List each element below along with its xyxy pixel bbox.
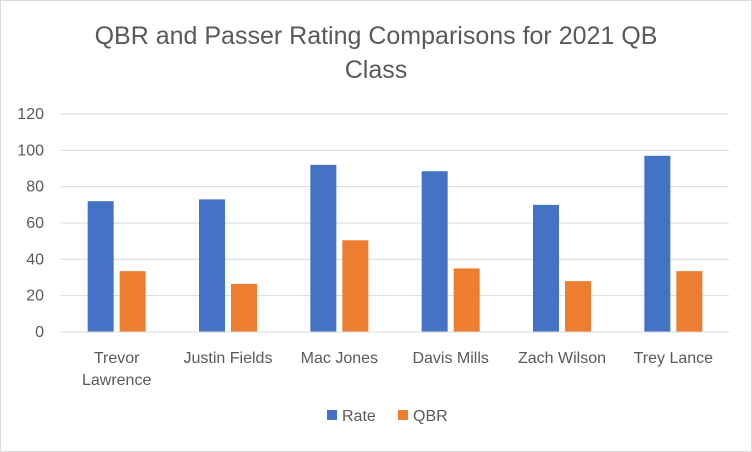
bar-rate [533, 204, 559, 332]
bar-qbr [231, 283, 257, 332]
chart-title: QBR and Passer Rating Comparisons for 20… [94, 22, 658, 84]
y-tick-label: 20 [26, 288, 44, 305]
legend-swatch-rate [327, 410, 337, 420]
legend-swatch-qbr [398, 410, 408, 420]
y-tick-label: 60 [26, 215, 44, 232]
bar-rate [310, 164, 337, 332]
x-tick-label: Zach Wilson [518, 350, 606, 367]
y-axis: 0 20 40 60 80 100 120 [17, 106, 44, 341]
y-tick-label: 40 [26, 251, 44, 268]
bar-qbr [676, 271, 703, 332]
x-tick-label: Justin Fields [184, 350, 273, 367]
bar-qbr [565, 281, 591, 332]
y-tick-label: 100 [17, 142, 44, 159]
bar-qbr [119, 271, 146, 332]
bar-rate [199, 199, 225, 332]
bar-rate [87, 201, 114, 332]
x-tick-label: Trey Lance [634, 350, 714, 367]
y-tick-label: 120 [17, 106, 44, 123]
legend: Rate QBR [327, 408, 448, 425]
bar-rate [644, 155, 671, 332]
legend-label-qbr: QBR [413, 408, 448, 425]
legend-label-rate: Rate [342, 408, 376, 425]
bar-qbr [342, 240, 369, 332]
bars [87, 155, 703, 332]
x-tick-label: Davis Mills [412, 350, 488, 367]
gridlines [61, 113, 729, 297]
x-axis: Trevor Lawrence Justin Fields Mac Jones Davi… [61, 331, 729, 389]
x-tick-label: Trevor Lawrence [82, 350, 151, 389]
y-tick-label: 0 [35, 324, 44, 341]
bar-rate [421, 171, 448, 332]
bar-qbr [453, 268, 480, 332]
y-tick-label: 80 [26, 179, 44, 196]
x-tick-label: Mac Jones [301, 350, 378, 367]
